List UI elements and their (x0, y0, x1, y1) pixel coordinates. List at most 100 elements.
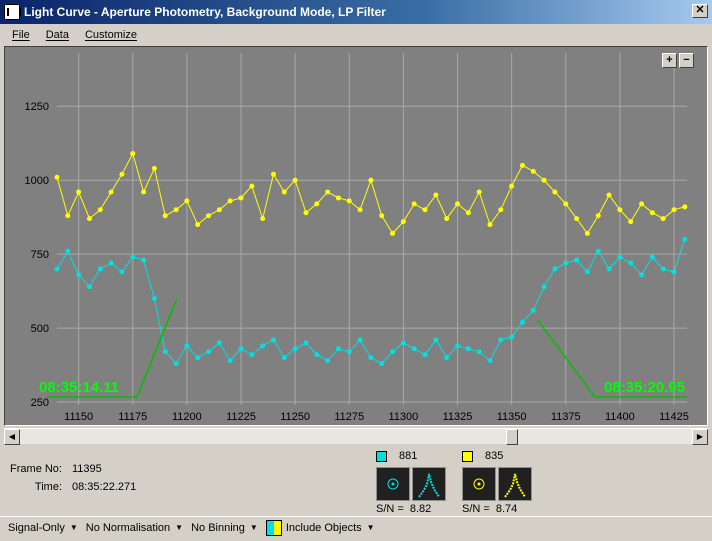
star-psf-thumbnail[interactable] (412, 467, 446, 501)
data-point (574, 257, 580, 263)
scroll-left-arrow-icon[interactable]: ◀ (4, 429, 20, 445)
data-point (162, 213, 168, 219)
annotation-guide-line (47, 298, 178, 398)
data-point (184, 343, 190, 349)
star-psf-thumbnail[interactable] (498, 467, 532, 501)
chart-svg: 250 500 750 1000 1250 11150 11175 11200 11225 112… (25, 53, 689, 423)
data-point (628, 219, 634, 225)
data-point (249, 183, 255, 189)
chevron-down-icon: ▼ (366, 523, 375, 532)
data-point (108, 189, 114, 195)
menu-bar: File Data Customize (0, 25, 712, 45)
data-point (584, 230, 590, 236)
data-point (206, 349, 212, 355)
data-point (519, 319, 525, 325)
data-point (97, 207, 103, 213)
data-point (281, 355, 287, 361)
data-point (227, 358, 233, 364)
frame-label: Frame No: (10, 463, 62, 475)
zoom-in-button[interactable]: + (662, 53, 677, 68)
chevron-down-icon: ▼ (249, 523, 258, 532)
data-point (216, 340, 222, 346)
close-button[interactable]: ✕ (692, 4, 708, 18)
data-point (335, 195, 341, 201)
normalisation-label: No Normalisation (85, 521, 171, 534)
data-point (65, 248, 71, 254)
data-point (303, 210, 309, 216)
binning-dropdown[interactable]: No Binning ▼ (191, 522, 258, 534)
signal-mode-label: Signal-Only (8, 521, 65, 534)
data-point (238, 195, 244, 201)
star-id: 835 (485, 450, 504, 462)
data-point (411, 346, 417, 352)
data-point (476, 349, 482, 355)
x-tick-label: 11225 (226, 411, 256, 423)
data-point (141, 189, 147, 195)
data-point (54, 174, 60, 180)
data-point (281, 189, 287, 195)
data-point (671, 269, 677, 275)
data-point (368, 177, 374, 183)
series-line-1 (56, 152, 685, 235)
y-tick-label: 500 (31, 323, 49, 335)
x-tick-label: 11325 (443, 411, 473, 423)
scroll-thumb[interactable] (506, 429, 518, 445)
data-point (400, 219, 406, 225)
data-point (509, 334, 515, 340)
data-point (346, 198, 352, 204)
data-point (130, 151, 136, 157)
data-point (487, 222, 493, 228)
data-point (357, 207, 363, 213)
objects-color-icon (265, 519, 282, 536)
data-point (606, 192, 612, 198)
data-point (260, 343, 266, 349)
star-aperture-thumbnail[interactable] (376, 467, 410, 501)
data-point (379, 213, 385, 219)
star-color-swatch[interactable] (376, 450, 387, 462)
x-tick-label: 11425 (659, 411, 689, 423)
menu-data[interactable]: Data (45, 29, 69, 41)
scroll-right-arrow-icon[interactable]: ▶ (692, 429, 708, 445)
data-point (552, 266, 558, 272)
include-objects-dropdown[interactable]: Include Objects ▼ (265, 519, 375, 536)
data-point (411, 201, 417, 207)
data-point (639, 272, 645, 278)
star-panel-835: 835 S/N = 8.74 (462, 449, 534, 515)
data-point (595, 248, 601, 254)
data-point (54, 266, 60, 272)
data-point (530, 307, 536, 313)
data-point (162, 349, 168, 355)
data-point (660, 216, 666, 222)
data-point (173, 207, 179, 213)
data-point (465, 210, 471, 216)
signal-mode-dropdown[interactable]: Signal-Only ▼ (8, 522, 78, 534)
data-point (270, 171, 276, 177)
horizontal-scrollbar[interactable]: ◀ ▶ (4, 428, 708, 445)
data-point (227, 198, 233, 204)
data-point (617, 254, 623, 260)
star-color-swatch[interactable] (462, 450, 473, 462)
data-point (130, 254, 136, 260)
data-point (574, 216, 580, 222)
data-point (206, 213, 212, 219)
data-point (119, 171, 125, 177)
sn-label: S/N = (462, 503, 490, 515)
sn-value: 8.82 (409, 503, 432, 515)
zoom-out-button[interactable]: − (679, 53, 694, 68)
normalisation-dropdown[interactable]: No Normalisation ▼ (86, 522, 183, 534)
data-point (498, 207, 504, 213)
time-label: Time: (34, 481, 62, 493)
star-id: 881 (399, 450, 418, 462)
data-point (519, 162, 525, 168)
menu-customize[interactable]: Customize (84, 29, 137, 41)
data-point (476, 189, 482, 195)
data-point (346, 349, 352, 355)
star-aperture-thumbnail[interactable] (462, 467, 496, 501)
data-point (292, 346, 298, 352)
data-point (249, 352, 255, 358)
light-curve-chart[interactable]: 250 500 750 1000 1250 11150 11175 11200 11225 112… (4, 46, 708, 426)
menu-file[interactable]: File (12, 29, 30, 41)
data-point (216, 207, 222, 213)
data-point (97, 266, 103, 272)
data-point (584, 269, 590, 275)
